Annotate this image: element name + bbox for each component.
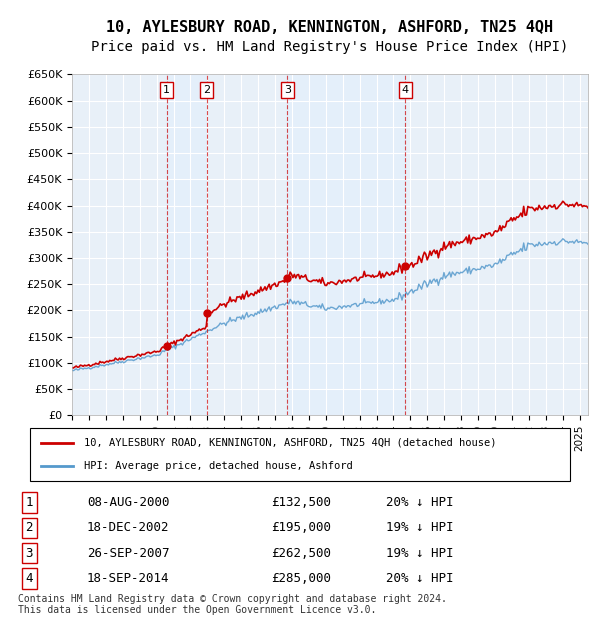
FancyBboxPatch shape <box>30 428 570 480</box>
Bar <box>287 74 406 415</box>
Text: 08-AUG-2000: 08-AUG-2000 <box>87 496 169 509</box>
Text: 18-DEC-2002: 18-DEC-2002 <box>87 521 169 534</box>
Text: 4: 4 <box>402 85 409 95</box>
Text: £285,000: £285,000 <box>271 572 331 585</box>
Text: 10, AYLESBURY ROAD, KENNINGTON, ASHFORD, TN25 4QH: 10, AYLESBURY ROAD, KENNINGTON, ASHFORD,… <box>106 20 554 35</box>
Text: £195,000: £195,000 <box>271 521 331 534</box>
Text: 26-SEP-2007: 26-SEP-2007 <box>87 547 169 560</box>
Text: 1: 1 <box>163 85 170 95</box>
Text: HPI: Average price, detached house, Ashford: HPI: Average price, detached house, Ashf… <box>84 461 353 471</box>
Text: 20% ↓ HPI: 20% ↓ HPI <box>386 572 454 585</box>
Text: 18-SEP-2014: 18-SEP-2014 <box>87 572 169 585</box>
Text: 3: 3 <box>284 85 291 95</box>
Text: 3: 3 <box>26 547 33 560</box>
Text: Price paid vs. HM Land Registry's House Price Index (HPI): Price paid vs. HM Land Registry's House … <box>91 40 569 53</box>
Bar <box>167 74 206 415</box>
Text: 4: 4 <box>26 572 33 585</box>
Text: 10, AYLESBURY ROAD, KENNINGTON, ASHFORD, TN25 4QH (detached house): 10, AYLESBURY ROAD, KENNINGTON, ASHFORD,… <box>84 438 497 448</box>
Text: £132,500: £132,500 <box>271 496 331 509</box>
Text: 1: 1 <box>26 496 33 509</box>
Text: 2: 2 <box>26 521 33 534</box>
Text: 20% ↓ HPI: 20% ↓ HPI <box>386 496 454 509</box>
Text: Contains HM Land Registry data © Crown copyright and database right 2024.
This d: Contains HM Land Registry data © Crown c… <box>18 594 447 615</box>
Text: £262,500: £262,500 <box>271 547 331 560</box>
Text: 19% ↓ HPI: 19% ↓ HPI <box>386 547 454 560</box>
Text: 2: 2 <box>203 85 210 95</box>
Text: 19% ↓ HPI: 19% ↓ HPI <box>386 521 454 534</box>
